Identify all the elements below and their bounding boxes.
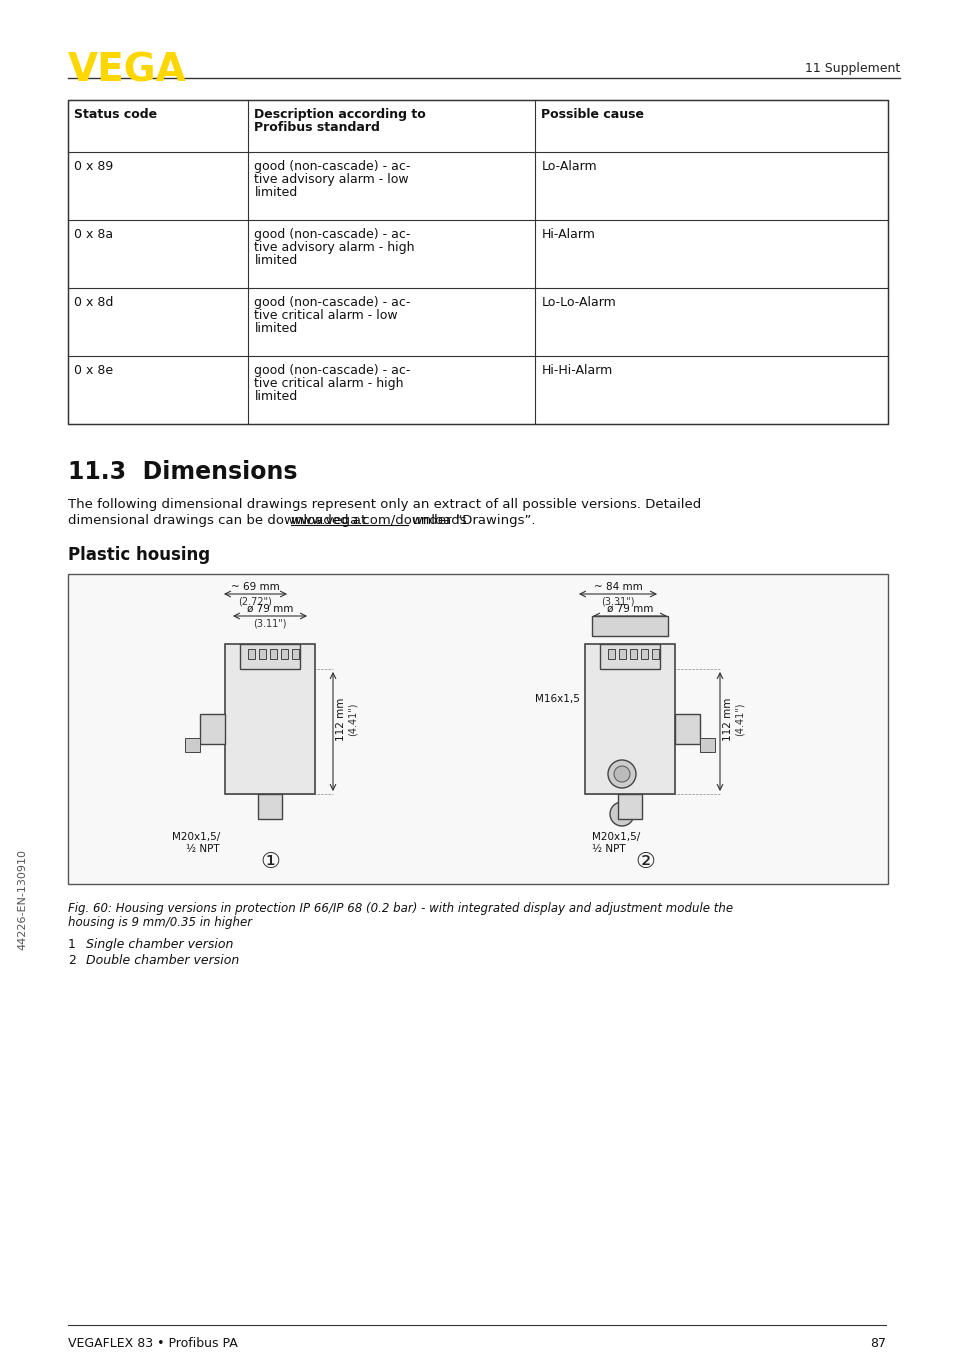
Text: (3.11"): (3.11") [253, 617, 287, 628]
Text: Lo-Alarm: Lo-Alarm [541, 160, 597, 173]
Text: M16x1,5: M16x1,5 [535, 695, 579, 704]
Text: Profibus standard: Profibus standard [254, 121, 380, 134]
Text: VEGAFLEX 83 • Profibus PA: VEGAFLEX 83 • Profibus PA [68, 1336, 237, 1350]
Text: M20x1,5/
½ NPT: M20x1,5/ ½ NPT [172, 831, 220, 853]
Text: 0 x 8e: 0 x 8e [74, 364, 113, 376]
Text: (3.31"): (3.31") [600, 596, 634, 607]
Bar [700, 738, 714, 751]
Text: ø 79 mm: ø 79 mm [606, 604, 653, 613]
Bar [651, 649, 659, 659]
Text: www.vega.com/downloads: www.vega.com/downloads [291, 515, 467, 527]
Text: tive critical alarm - low: tive critical alarm - low [254, 309, 397, 322]
Circle shape [607, 760, 636, 788]
Text: 87: 87 [869, 1336, 885, 1350]
Bar [584, 645, 675, 793]
Text: Lo-Lo-Alarm: Lo-Lo-Alarm [541, 297, 616, 309]
Text: (4.41"): (4.41") [348, 703, 357, 735]
Text: 11.3  Dimensions: 11.3 Dimensions [68, 460, 297, 483]
Text: Fig. 60: Housing versions in protection IP 66/IP 68 (0.2 bar) - with integrated : Fig. 60: Housing versions in protection … [68, 902, 732, 915]
Text: M20x1,5/
½ NPT: M20x1,5/ ½ NPT [592, 831, 639, 853]
Circle shape [614, 766, 629, 783]
Text: Description according to: Description according to [254, 108, 426, 121]
Bar [607, 649, 615, 659]
Text: 112 mm: 112 mm [335, 697, 346, 741]
Text: good (non-cascade) - ac-: good (non-cascade) - ac- [254, 297, 411, 309]
Bar [248, 649, 254, 659]
Bar [292, 649, 298, 659]
Text: Single chamber version: Single chamber version [86, 938, 233, 951]
Text: limited: limited [254, 322, 297, 334]
Bar [281, 649, 288, 659]
Bar [270, 649, 276, 659]
Text: 0 x 89: 0 x 89 [74, 160, 113, 173]
Text: limited: limited [254, 185, 297, 199]
Text: tive advisory alarm - low: tive advisory alarm - low [254, 173, 409, 185]
Bar [185, 738, 200, 751]
Text: ~ 84 mm: ~ 84 mm [593, 582, 641, 592]
Text: Plastic housing: Plastic housing [68, 546, 210, 565]
Text: (3.11"): (3.11") [613, 617, 646, 628]
Text: limited: limited [254, 390, 297, 403]
Bar [68, 574, 887, 884]
Bar [640, 649, 647, 659]
Bar [618, 793, 641, 819]
Text: Status code: Status code [74, 108, 157, 121]
Bar [592, 616, 667, 636]
Bar [225, 645, 314, 793]
Text: good (non-cascade) - ac-: good (non-cascade) - ac- [254, 227, 411, 241]
Text: 44226-EN-130910: 44226-EN-130910 [17, 849, 27, 951]
Text: ~ 69 mm: ~ 69 mm [231, 582, 279, 592]
Text: 0 x 8a: 0 x 8a [74, 227, 113, 241]
Bar [675, 714, 700, 743]
Text: (2.72"): (2.72") [238, 596, 272, 607]
Text: good (non-cascade) - ac-: good (non-cascade) - ac- [254, 160, 411, 173]
Text: tive critical alarm - high: tive critical alarm - high [254, 376, 403, 390]
Text: Hi-Alarm: Hi-Alarm [541, 227, 595, 241]
Text: ②: ② [635, 852, 655, 872]
Text: VEGA: VEGA [68, 51, 187, 89]
Text: (4.41"): (4.41") [734, 703, 744, 735]
Bar [200, 714, 225, 743]
Bar [257, 793, 282, 819]
Bar [629, 649, 637, 659]
Text: 2: 2 [68, 955, 76, 967]
Bar [240, 645, 299, 669]
Circle shape [609, 802, 634, 826]
Text: Possible cause: Possible cause [541, 108, 643, 121]
Bar [618, 649, 625, 659]
Bar [68, 100, 887, 424]
Text: dimensional drawings can be downloaded at: dimensional drawings can be downloaded a… [68, 515, 370, 527]
Text: housing is 9 mm/0.35 in higher: housing is 9 mm/0.35 in higher [68, 917, 252, 929]
Text: good (non-cascade) - ac-: good (non-cascade) - ac- [254, 364, 411, 376]
Text: under “Drawings”.: under “Drawings”. [408, 515, 536, 527]
Text: tive advisory alarm - high: tive advisory alarm - high [254, 241, 415, 255]
Text: 11 Supplement: 11 Supplement [804, 62, 899, 74]
Bar [258, 649, 266, 659]
Text: ø 79 mm: ø 79 mm [247, 604, 293, 613]
Text: The following dimensional drawings represent only an extract of all possible ver: The following dimensional drawings repre… [68, 498, 700, 510]
Bar [599, 645, 659, 669]
Text: Hi-Hi-Alarm: Hi-Hi-Alarm [541, 364, 612, 376]
Text: 1: 1 [68, 938, 76, 951]
Text: limited: limited [254, 255, 297, 267]
Text: 0 x 8d: 0 x 8d [74, 297, 113, 309]
Text: ①: ① [260, 852, 280, 872]
Text: 112 mm: 112 mm [722, 697, 732, 741]
Text: Double chamber version: Double chamber version [86, 955, 239, 967]
